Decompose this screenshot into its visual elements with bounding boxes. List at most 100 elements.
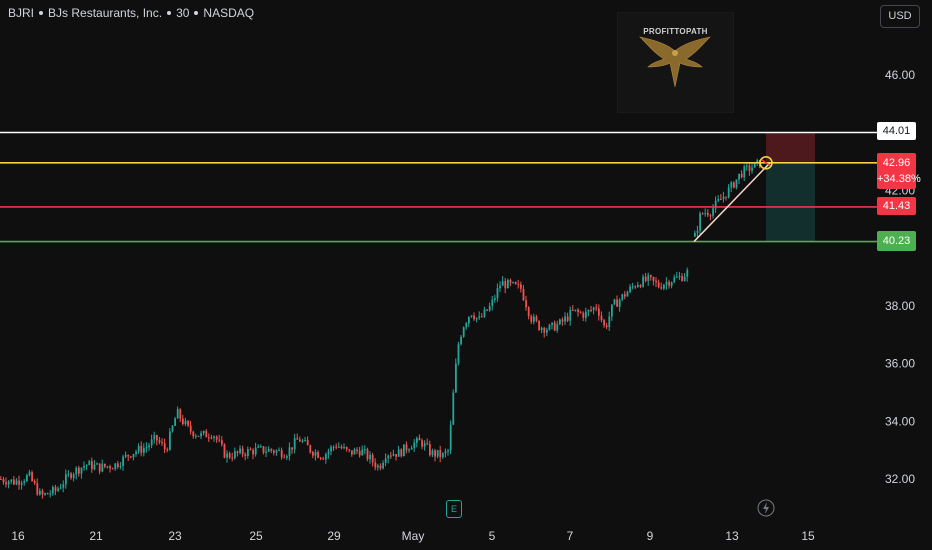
candle-body <box>499 285 501 289</box>
candle-body <box>496 288 499 299</box>
candle-body <box>481 316 483 318</box>
candle-body <box>475 317 478 320</box>
candle-body <box>260 446 262 448</box>
candle-body <box>46 493 49 495</box>
candle-body <box>665 281 668 285</box>
lightning-icon[interactable] <box>757 499 775 517</box>
candle-body <box>319 457 322 459</box>
y-tick-label: 46.00 <box>885 68 915 82</box>
candle-body <box>727 187 730 198</box>
candle-body <box>652 276 655 281</box>
candle-body <box>647 275 650 281</box>
candle-body <box>374 462 377 468</box>
candle-body <box>390 455 392 457</box>
candle-body <box>478 316 481 318</box>
candle-body <box>150 439 153 446</box>
entry-marker[interactable] <box>759 156 773 170</box>
candle-body <box>585 311 587 318</box>
x-tick-label: 13 <box>725 529 739 543</box>
candle-body <box>423 443 426 447</box>
candle-body <box>44 493 46 495</box>
candle-body <box>566 316 569 321</box>
x-tick-label: 16 <box>11 529 25 543</box>
candle-body <box>317 452 319 458</box>
candle-body <box>462 327 465 337</box>
candle-body <box>226 453 228 458</box>
candle-body <box>488 305 491 311</box>
candle-body <box>278 450 280 452</box>
candle-body <box>416 438 418 443</box>
candle-body <box>748 165 751 171</box>
trend-line[interactable] <box>693 156 773 243</box>
candle-body <box>127 454 130 457</box>
candle-body <box>345 447 348 450</box>
candle-body <box>223 444 226 458</box>
candle-body <box>603 320 605 326</box>
candle-body <box>361 449 364 456</box>
candle-body <box>114 463 117 469</box>
candle-body <box>522 288 525 301</box>
candle-body <box>356 449 358 452</box>
candle-body <box>49 493 52 495</box>
candle-body <box>169 431 171 450</box>
candle-body <box>403 444 405 457</box>
candle-body <box>621 294 624 300</box>
candle-body <box>101 463 104 472</box>
candle-body <box>686 270 689 277</box>
candle-body <box>530 316 533 322</box>
watermark-logo: PROFITTOPATH <box>617 12 734 113</box>
candle-body <box>200 433 202 437</box>
candle-body <box>80 467 83 474</box>
candle-body <box>57 488 59 491</box>
candle-body <box>538 320 540 330</box>
candle-body <box>252 450 254 455</box>
symbol-header[interactable]: BJRI BJs Restaurants, Inc. 30 NASDAQ <box>8 6 254 20</box>
earnings-marker[interactable]: E <box>446 500 462 518</box>
x-tick-label: May <box>402 529 425 543</box>
candle-body <box>249 449 252 451</box>
candle-body <box>569 309 572 321</box>
candle-body <box>577 309 579 313</box>
candle-body <box>457 344 460 364</box>
x-tick-label: 5 <box>489 529 496 543</box>
candle-body <box>546 329 548 333</box>
eagle-icon <box>639 36 711 88</box>
candle-body <box>392 454 395 456</box>
candle-body <box>93 464 96 470</box>
candle-body <box>369 454 371 460</box>
candle-body <box>273 450 275 453</box>
candle-body <box>296 438 299 440</box>
candle-body <box>148 445 150 448</box>
candle-body <box>740 173 743 178</box>
candle-body <box>447 450 449 452</box>
candle-body <box>486 309 488 311</box>
candle-body <box>730 182 733 188</box>
candle-body <box>153 435 156 440</box>
stop-zone <box>766 132 815 163</box>
candle-body <box>208 437 210 439</box>
candle-body <box>122 456 124 466</box>
candle-body <box>244 454 247 456</box>
trend-line-segment[interactable] <box>693 162 771 243</box>
candle-body <box>59 487 62 489</box>
candle-body <box>218 439 221 441</box>
candle-body <box>236 451 239 453</box>
candle-body <box>291 447 293 450</box>
candle-body <box>265 451 267 453</box>
candle-body <box>182 418 184 424</box>
candle-body <box>452 392 455 425</box>
candle-body <box>717 199 720 201</box>
candle-body <box>574 309 577 311</box>
candle-body <box>507 279 509 289</box>
candle-body <box>280 450 283 458</box>
candle-body <box>387 455 390 459</box>
candle-body <box>400 449 403 457</box>
currency-button[interactable]: USD <box>880 5 920 28</box>
candle-body <box>322 458 325 460</box>
target-zone <box>766 162 815 242</box>
candle-body <box>275 450 278 453</box>
candle-body <box>735 179 738 188</box>
candle-body <box>210 437 213 439</box>
x-tick-label: 21 <box>89 529 103 543</box>
